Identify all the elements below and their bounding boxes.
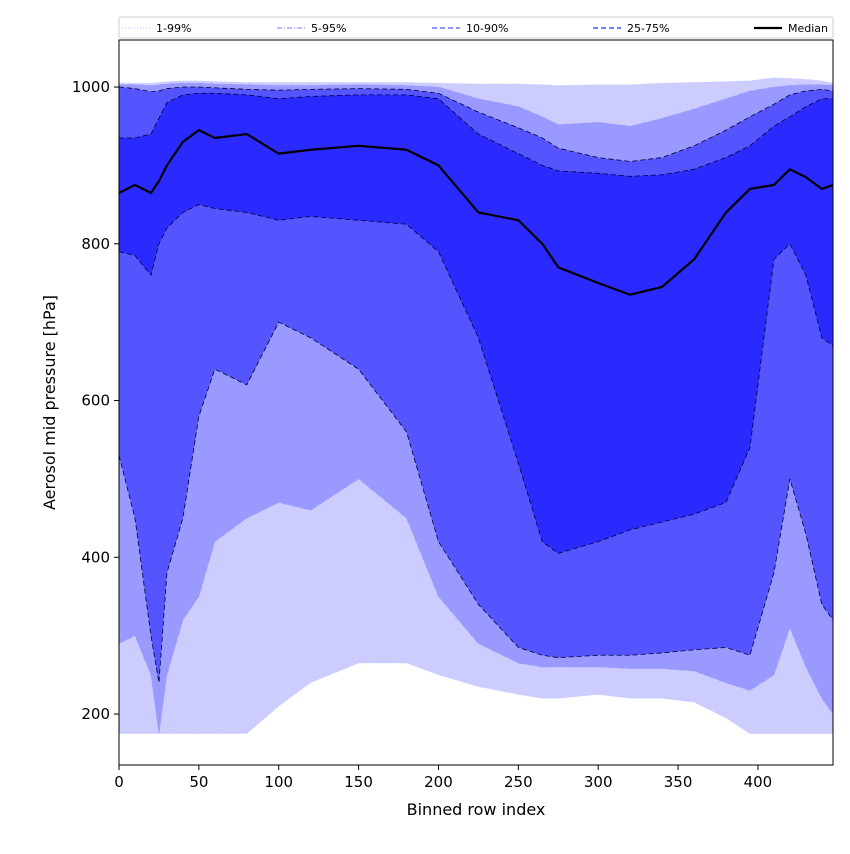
x-tick-label: 400 — [744, 773, 773, 791]
x-tick-label: 100 — [264, 773, 293, 791]
y-axis-label: Aerosol mid pressure [hPa] — [40, 295, 59, 510]
y-tick-label: 200 — [81, 705, 110, 723]
x-axis-label: Binned row index — [407, 800, 546, 819]
x-tick-label: 50 — [189, 773, 208, 791]
legend-label: 1-99% — [156, 22, 191, 35]
x-tick-label: 0 — [114, 773, 124, 791]
band-5-95-upper-line — [119, 82, 834, 127]
x-tick-label: 150 — [344, 773, 373, 791]
y-tick-label: 400 — [81, 548, 110, 566]
legend-box — [118, 16, 834, 39]
legend-label: 5-95% — [311, 22, 346, 35]
band-10-90-upper-line — [118, 86, 834, 162]
y-tick-label: 800 — [81, 235, 110, 253]
band-5-95-lower-line — [118, 478, 834, 734]
y-tick-label: 600 — [81, 392, 110, 410]
band-25-75-lower-line — [118, 204, 834, 554]
legend-label: 10-90% — [466, 22, 508, 35]
y-tick-label: 1000 — [72, 78, 110, 96]
legend-label: Median — [788, 22, 828, 35]
band-10-90-lower-line — [118, 321, 834, 683]
x-tick-label: 200 — [424, 773, 453, 791]
band-1-99-lower-line — [119, 662, 833, 734]
plot-frame — [118, 39, 834, 766]
x-tick-label: 300 — [584, 773, 613, 791]
band-25-75 — [119, 93, 833, 554]
x-tick-label: 350 — [664, 773, 693, 791]
band-25-75-upper-line — [119, 92, 833, 177]
x-tick-label: 250 — [504, 773, 533, 791]
legend-label: 25-75% — [627, 22, 669, 35]
median-line — [118, 129, 834, 296]
band-1-99-upper-line — [119, 77, 834, 86]
legend: 1-99% 5-95% 10-90% 25-75% Median — [118, 16, 834, 39]
